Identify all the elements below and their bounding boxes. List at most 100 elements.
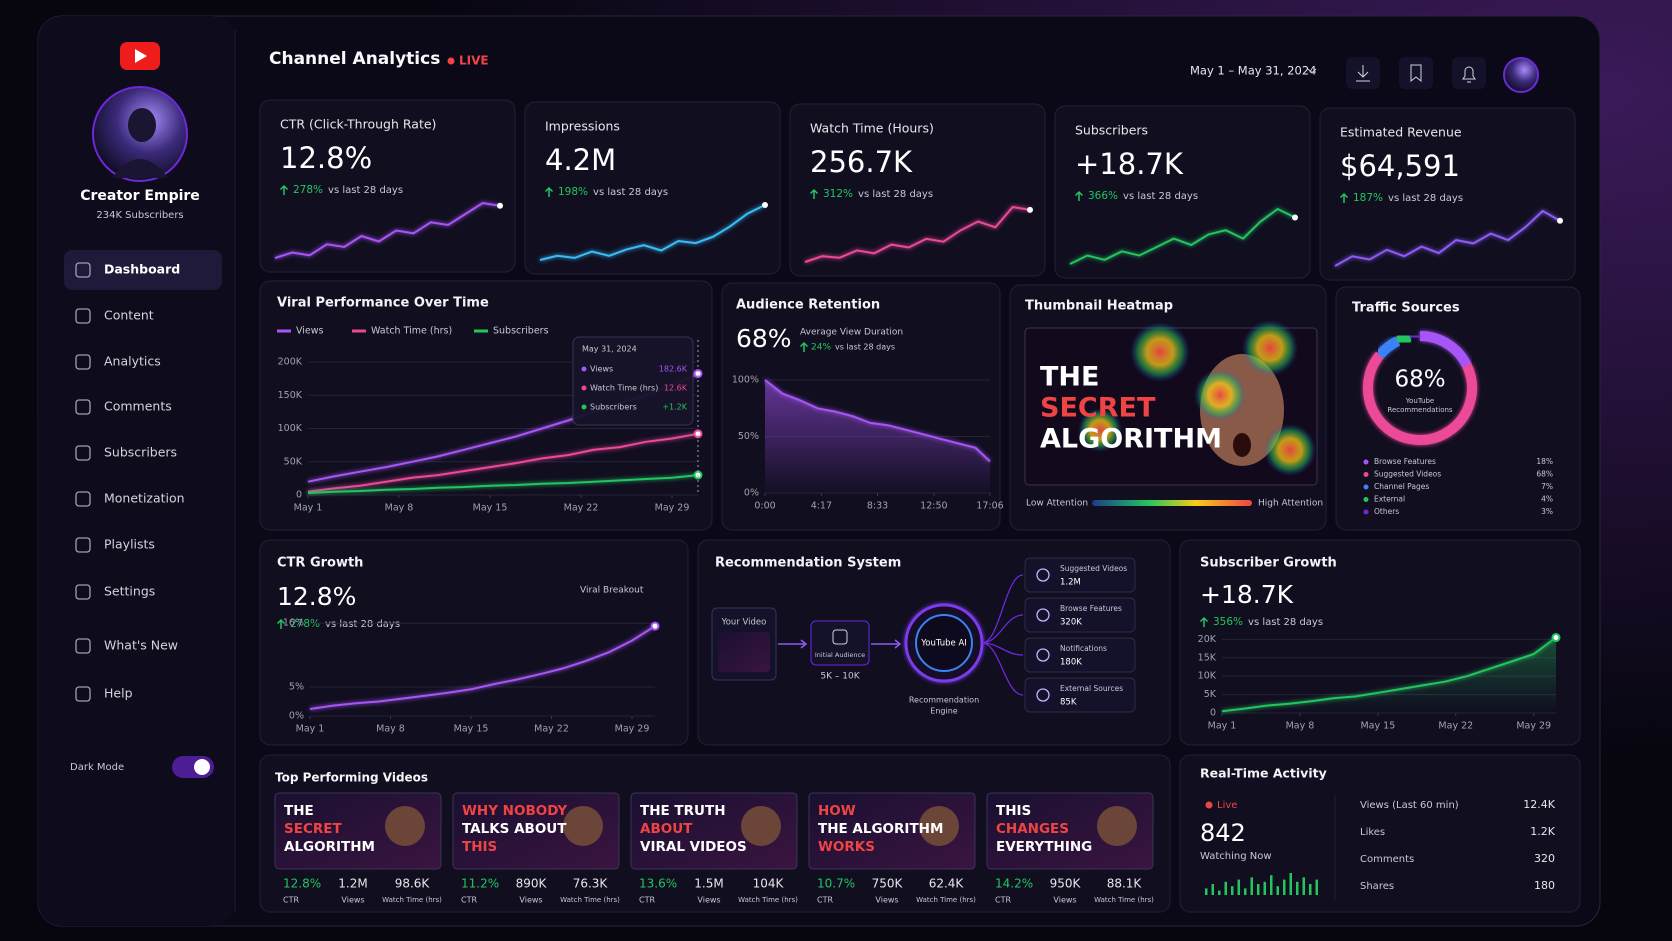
- change-note: vs last 28 days: [1123, 191, 1198, 202]
- x-tick-label: May 15: [473, 503, 508, 514]
- legend-value: 7%: [1541, 482, 1553, 491]
- card-title: Traffic Sources: [1352, 301, 1460, 316]
- nav-item[interactable]: Comments: [104, 399, 172, 414]
- stat-label: Watch Time (hrs): [1094, 896, 1154, 904]
- output-node: [1024, 677, 1136, 713]
- stat-label: Views: [519, 896, 542, 905]
- activity-bar: [1257, 884, 1260, 895]
- ctr-growth-card: [259, 539, 689, 746]
- dark-mode-label: Dark Mode: [70, 762, 124, 773]
- tooltip-value: 12.6K: [664, 384, 688, 393]
- x-tick-label: May 8: [376, 724, 405, 735]
- change-value: 278%: [293, 184, 323, 196]
- output-icon: [1036, 688, 1050, 702]
- nav-icon[interactable]: [75, 537, 91, 553]
- nav-item[interactable]: Playlists: [104, 537, 155, 552]
- nav-item[interactable]: Help: [104, 686, 133, 701]
- annotation: Viral Breakout: [580, 586, 644, 596]
- stat-label: Views: [697, 896, 720, 905]
- y-tick-label: 50%: [738, 431, 759, 442]
- x-tick-label: 0:00: [754, 501, 775, 512]
- nav-item[interactable]: Subscribers: [104, 445, 177, 460]
- x-tick-label: May 29: [615, 724, 650, 735]
- y-tick-label: 15K: [1198, 652, 1217, 663]
- nav-icon[interactable]: [75, 354, 91, 370]
- up-arrow: [544, 186, 554, 197]
- video-title: HOW: [818, 803, 856, 819]
- nav-item[interactable]: Content: [104, 308, 154, 323]
- output-node: [1024, 557, 1136, 593]
- x-tick-label: May 29: [1516, 721, 1551, 732]
- nav-icon[interactable]: [75, 308, 91, 324]
- audience-icon: [832, 629, 848, 645]
- bookmark-button[interactable]: [1399, 57, 1433, 89]
- sparkline-end: [1027, 206, 1033, 213]
- kpi-label: Impressions: [545, 119, 620, 134]
- nav-icon[interactable]: [75, 445, 91, 461]
- user-avatar[interactable]: [1503, 57, 1539, 93]
- x-tick-label: 17:06: [976, 501, 1003, 512]
- video-title: THIS: [462, 839, 497, 855]
- heat-spot: [1264, 424, 1316, 476]
- up-arrow: [279, 184, 289, 195]
- change-value: 198%: [558, 186, 588, 198]
- thumbnail-text: THE: [1040, 362, 1099, 393]
- nav-item[interactable]: What's New: [104, 638, 178, 653]
- output-value: 85K: [1060, 698, 1077, 708]
- nav-item[interactable]: Settings: [104, 584, 155, 599]
- y-tick-label: 200K: [278, 357, 303, 368]
- nav-icon[interactable]: [75, 262, 91, 278]
- change-note: vs last 28 days: [325, 619, 400, 630]
- source-thumb: [718, 632, 770, 672]
- tooltip-value: 182.6K: [659, 365, 688, 374]
- legend-label: Channel Pages: [1374, 482, 1429, 491]
- video-watch-time: 88.1K: [1107, 877, 1143, 891]
- watching-value: 842: [1200, 819, 1246, 847]
- donut-segment: [1419, 331, 1472, 369]
- legend-label: Browse Features: [1374, 457, 1436, 466]
- tooltip-dot: [581, 404, 587, 410]
- y-tick-label: 0: [296, 490, 302, 501]
- tooltip-dot: [581, 366, 587, 372]
- audience-value: 5K – 10K: [820, 672, 860, 682]
- video-title: WHY NOBODY: [462, 803, 567, 819]
- donut-segment: [1395, 332, 1412, 346]
- video-title: SECRET: [284, 821, 342, 837]
- change-note: vs last 28 days: [835, 343, 895, 352]
- sparkline-end: [1292, 214, 1298, 221]
- source-label: Your Video: [721, 618, 767, 628]
- nav-icon[interactable]: [75, 491, 91, 507]
- nav-item[interactable]: Dashboard: [104, 262, 180, 277]
- engine-core: [915, 614, 973, 672]
- x-tick-label: May 29: [655, 503, 690, 514]
- nav-item[interactable]: Analytics: [104, 354, 161, 369]
- thumbnail-face: [1097, 806, 1137, 846]
- kpi-value: +18.7K: [1075, 147, 1184, 181]
- card-title: Viral Performance Over Time: [277, 296, 489, 311]
- ctr-value: 12.8%: [277, 582, 356, 611]
- live-label: LIVE: [459, 54, 489, 68]
- date-chevron[interactable]: [1307, 68, 1317, 74]
- nav-icon[interactable]: [75, 399, 91, 415]
- audience-label: Initial Audience: [815, 651, 865, 659]
- activity-bar: [1270, 875, 1273, 895]
- activity-bar: [1263, 881, 1266, 895]
- nav-icon[interactable]: [75, 686, 91, 702]
- flow-link: [981, 614, 1024, 644]
- heat-spot: [1130, 322, 1190, 382]
- bell-icon: [1462, 66, 1476, 83]
- activity-bar: [1250, 877, 1253, 895]
- nav-icon[interactable]: [75, 638, 91, 654]
- activity-bar: [1211, 884, 1214, 895]
- x-tick-label: May 8: [1286, 721, 1315, 732]
- nav-icon[interactable]: [75, 584, 91, 600]
- tooltip-dot: [581, 385, 587, 391]
- notification-button[interactable]: [1452, 57, 1486, 89]
- donut-label: YouTube: [1405, 397, 1434, 405]
- card-title: Subscriber Growth: [1200, 556, 1337, 571]
- nav-item[interactable]: Monetization: [104, 491, 185, 506]
- activity-bar: [1315, 879, 1318, 895]
- engine-caption: Engine: [930, 707, 957, 716]
- video-ctr: 10.7%: [817, 877, 855, 891]
- date-range[interactable]: May 1 – May 31, 2024: [1190, 64, 1316, 78]
